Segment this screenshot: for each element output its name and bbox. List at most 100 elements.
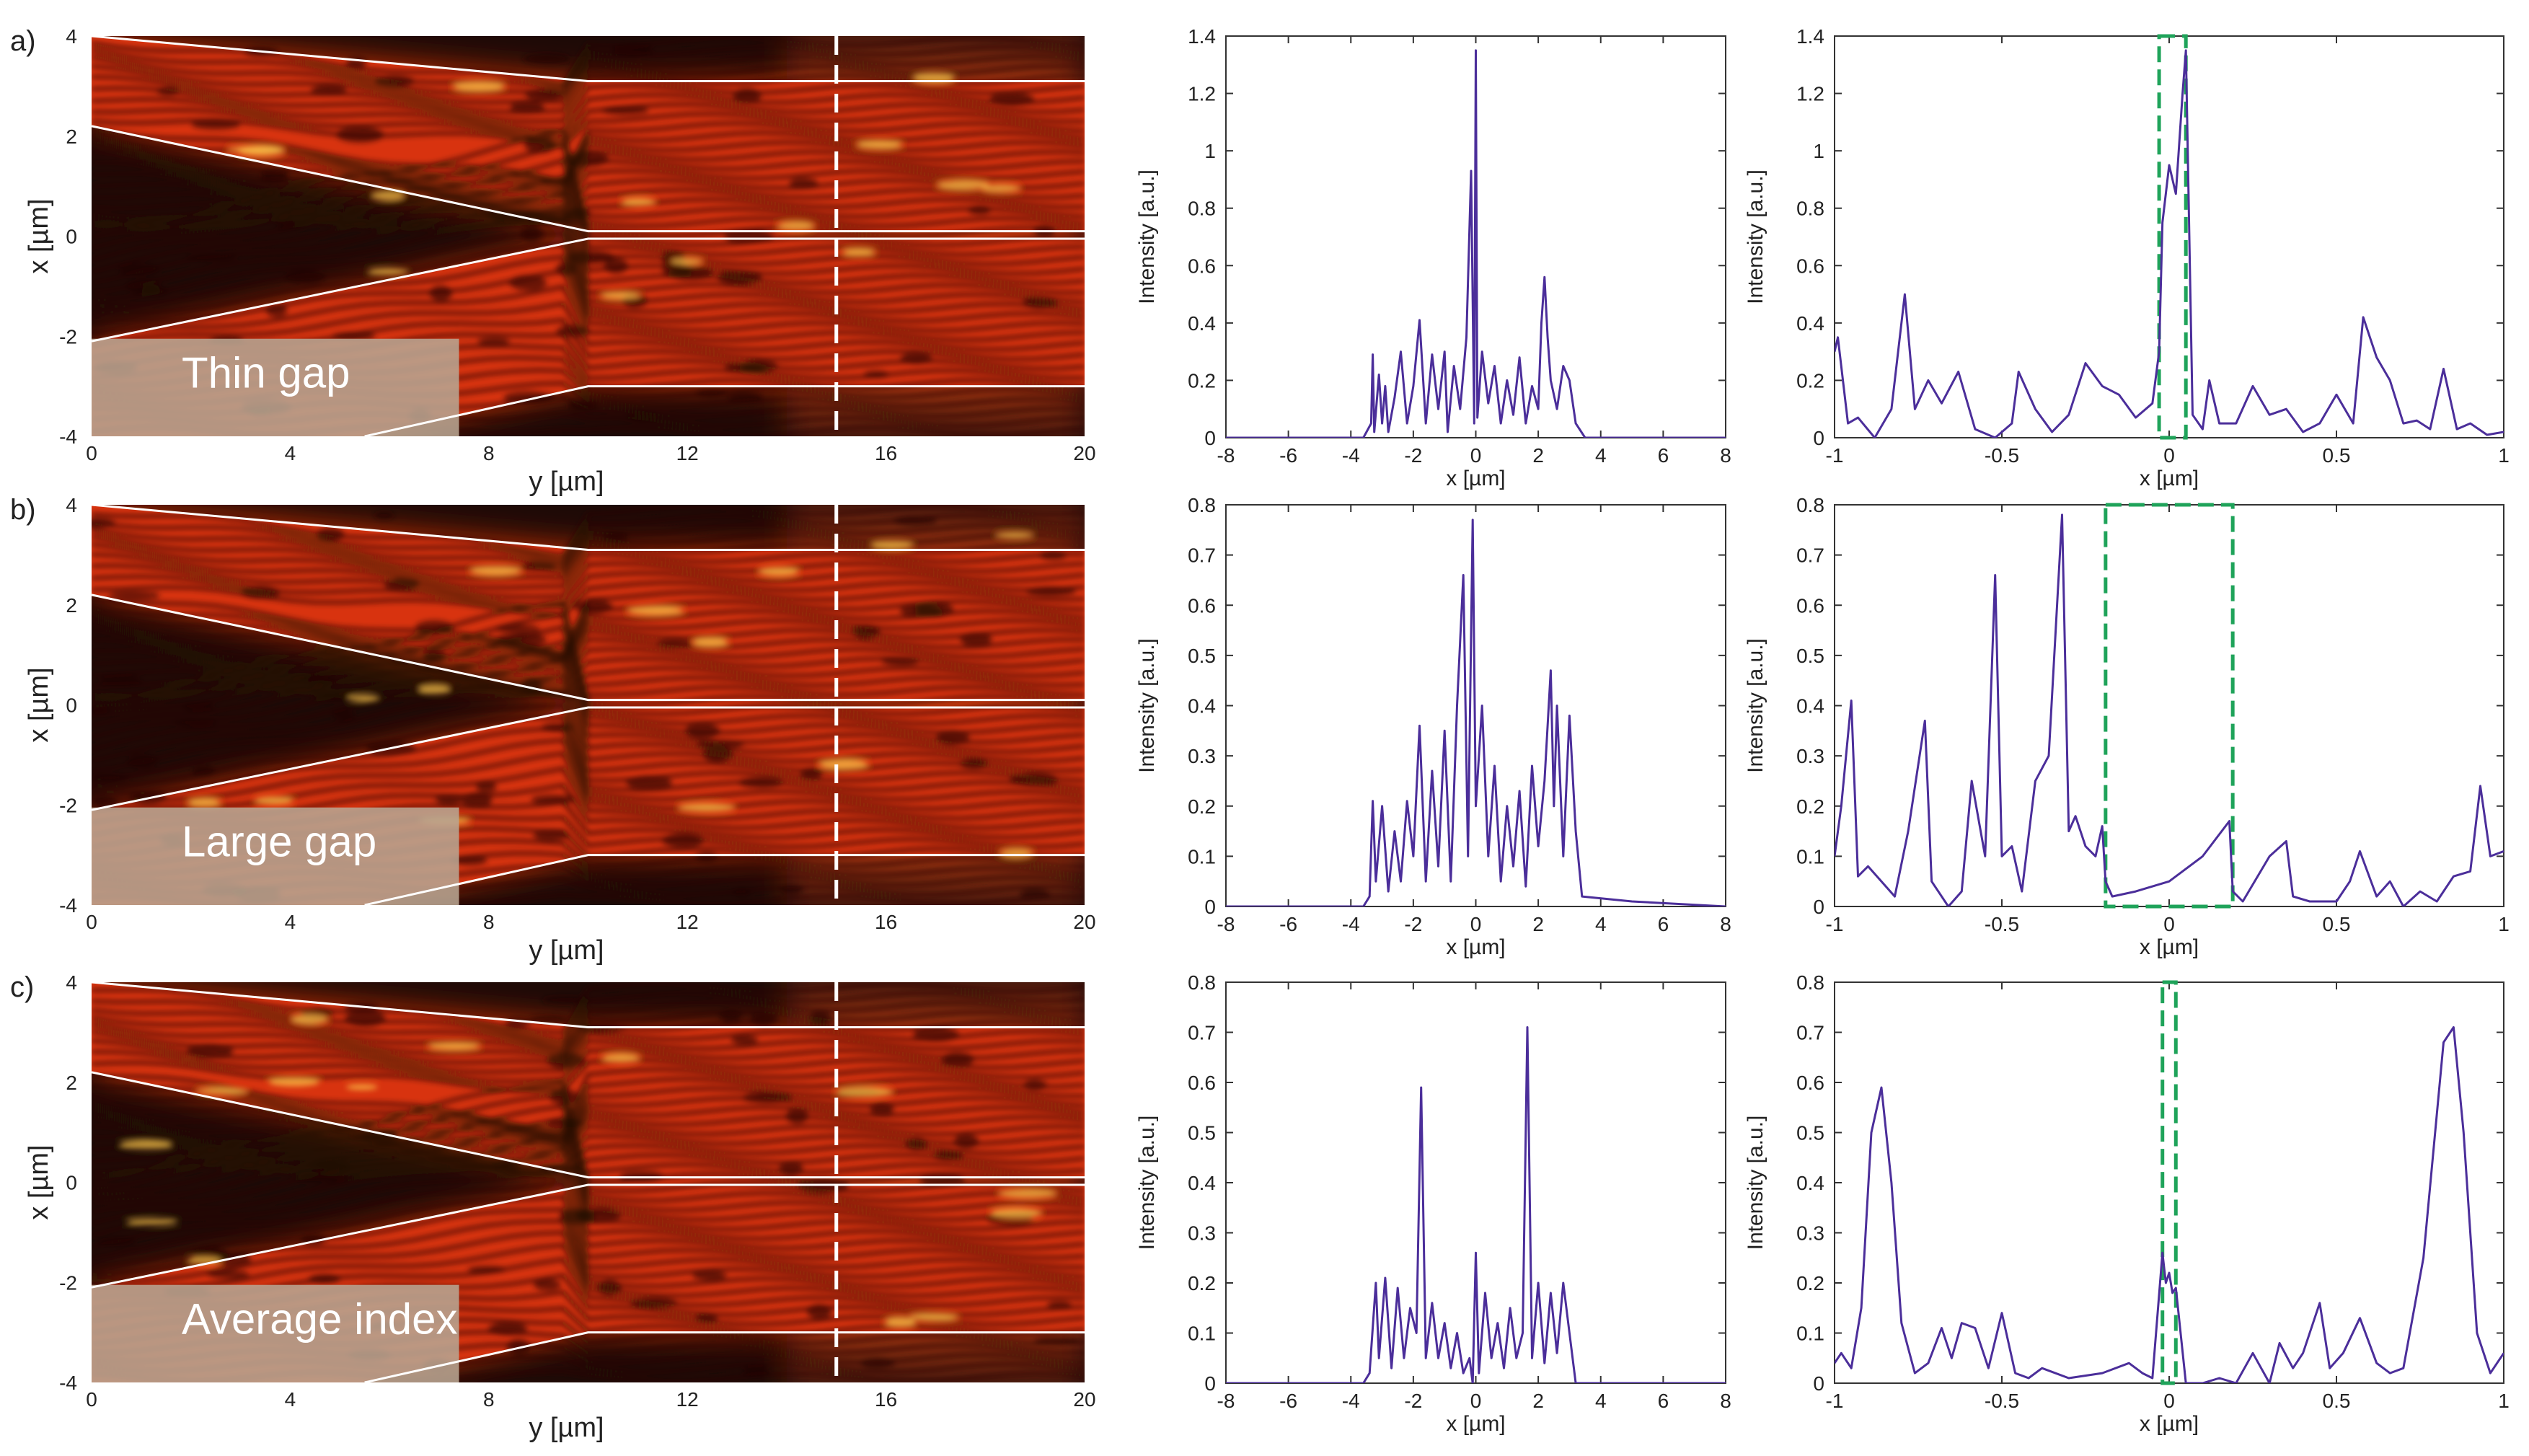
x-tick-label: 4 — [285, 442, 296, 464]
plot-frame — [1834, 504, 2504, 907]
y-tick-label: 0.3 — [1188, 745, 1216, 767]
x-tick-label: -6 — [1279, 444, 1297, 467]
y-tick-label: -4 — [59, 1372, 77, 1394]
x-tick-label: 2 — [1532, 1390, 1544, 1412]
x-tick-label: 4 — [285, 1388, 296, 1411]
waveguide-boundaries — [92, 36, 1085, 436]
x-tick-label: 0 — [2163, 913, 2175, 935]
y-tick-label: 0.1 — [1796, 845, 1824, 868]
zoom-window — [2157, 34, 2188, 440]
intensity-series-line — [1226, 49, 1726, 438]
y-tick-label: 0.5 — [1796, 1122, 1824, 1144]
y-tick-label: 0 — [1204, 896, 1216, 918]
y-tick-label: 0.3 — [1188, 1222, 1216, 1245]
x-tick-label: 2 — [1532, 444, 1544, 467]
y-tick-label: 0.4 — [1796, 695, 1824, 718]
y-tick-label: 2 — [66, 1072, 77, 1094]
x-tick-label: 12 — [676, 911, 699, 933]
y-tick-label: 1.4 — [1188, 25, 1216, 48]
x-tick-label: -6 — [1279, 1390, 1297, 1412]
map-label: Thin gap — [182, 348, 350, 397]
chart-1-full: -8 -6 -4 -2 0 2 4 6 8 0 0.2 0.4 0.6 0.8 1 1.2 1.4 x [µm] I… — [1135, 25, 1731, 490]
x-tick-label: 4 — [1595, 913, 1607, 935]
plot-frame — [1834, 981, 2504, 1384]
y-tick-label: 0.6 — [1796, 594, 1824, 617]
y-tick-label: 1.4 — [1796, 25, 1824, 48]
map-label: Large gap — [182, 817, 376, 865]
y-tick-label: 0.3 — [1796, 1222, 1824, 1245]
y-tick-label: 0.4 — [1188, 312, 1216, 335]
x-tick-label: -0.5 — [1985, 444, 2019, 467]
x-axis-label: y [µm] — [529, 1413, 604, 1443]
y-tick-label: 0 — [1813, 1372, 1824, 1395]
x-tick-label: -1 — [1826, 1390, 1844, 1412]
y-tick-label: 4 — [66, 25, 77, 48]
y-tick-label: 2 — [66, 594, 77, 617]
x-tick-label: 16 — [875, 911, 897, 933]
y-tick-label: 1 — [1813, 140, 1824, 162]
y-tick-label: 0.3 — [1796, 745, 1824, 767]
y-tick-label: -4 — [59, 894, 77, 917]
x-axis-label: x [µm] — [2140, 1412, 2199, 1436]
y-tick-label: 0.4 — [1188, 695, 1216, 718]
y-tick-label: 4 — [66, 971, 77, 994]
y-tick-label: 0.6 — [1188, 1072, 1216, 1094]
intensity-series-line — [1835, 49, 2504, 438]
zoom-window — [2161, 980, 2178, 1385]
intensity-series-line — [1835, 1026, 2504, 1383]
x-tick-label: 16 — [875, 1388, 897, 1411]
x-tick-label: 8 — [1720, 444, 1731, 467]
y-tick-label: 0.6 — [1188, 255, 1216, 277]
x-axis-label: x [µm] — [1446, 1412, 1505, 1436]
y-tick-label: 0.2 — [1188, 795, 1216, 818]
y-tick-label: 0.8 — [1796, 494, 1824, 516]
y-tick-label: 0 — [1204, 427, 1216, 449]
plot-frame — [1834, 35, 2504, 438]
x-tick-label: 8 — [1720, 913, 1731, 935]
y-tick-label: 0.7 — [1796, 1022, 1824, 1044]
chart-1-zoom: -1 -0.5 0 0.5 1 0 0.2 0.4 0.6 0.8 1 1.2 1.4 x [µm] Int… — [1744, 25, 2510, 490]
plot-frame — [1225, 504, 1726, 907]
y-axis-label: x [µm] — [24, 1144, 54, 1219]
x-tick-label: 4 — [285, 911, 296, 933]
x-tick-label: -4 — [1342, 444, 1360, 467]
y-tick-label: 0.8 — [1188, 971, 1216, 994]
x-tick-label: -0.5 — [1985, 1390, 2019, 1412]
x-tick-label: 0 — [86, 442, 97, 464]
y-tick-label: 0.1 — [1188, 845, 1216, 868]
x-axis-label: y [µm] — [529, 467, 604, 497]
x-axis-label: x [µm] — [1446, 935, 1505, 959]
x-tick-label: 8 — [483, 911, 495, 933]
y-tick-label: 0.4 — [1796, 1172, 1824, 1194]
x-tick-label: 8 — [483, 1388, 495, 1411]
intensity-series-line — [1226, 1026, 1726, 1383]
y-tick-label: 0 — [1204, 1372, 1216, 1395]
x-tick-label: 0 — [2163, 444, 2175, 467]
x-tick-label: 16 — [875, 442, 897, 464]
x-tick-label: -4 — [1342, 1390, 1360, 1412]
gap-region — [92, 807, 459, 905]
y-tick-label: 0.1 — [1188, 1323, 1216, 1345]
x-axis-label: y [µm] — [529, 935, 604, 966]
x-tick-label: 0.5 — [2323, 1390, 2351, 1412]
y-axis-label: Intensity [a.u.] — [1135, 638, 1159, 773]
y-axis-label: x [µm] — [24, 198, 54, 273]
y-tick-label: 0.6 — [1796, 1072, 1824, 1094]
y-axis-label: Intensity [a.u.] — [1744, 638, 1767, 773]
chart-3-zoom: -1 -0.5 0 0.5 1 0 0.1 0.2 0.3 0.4 0.5 0.6 0.7 0.8 x [µ… — [1744, 971, 2510, 1436]
x-tick-label: -8 — [1217, 913, 1235, 935]
y-tick-label: 0.6 — [1188, 594, 1216, 617]
y-tick-label: 1.2 — [1796, 83, 1824, 105]
x-tick-label: -2 — [1404, 444, 1422, 467]
x-tick-label: 0.5 — [2323, 913, 2351, 935]
y-tick-label: 0.7 — [1796, 544, 1824, 567]
y-tick-label: 2 — [66, 125, 77, 148]
y-tick-label: 0.8 — [1188, 198, 1216, 220]
panel-letter: a) — [10, 25, 36, 57]
x-tick-label: 2 — [1532, 913, 1544, 935]
x-tick-label: 4 — [1595, 1390, 1607, 1412]
y-tick-label: 0.2 — [1188, 1272, 1216, 1294]
y-axis-label: Intensity [a.u.] — [1744, 1116, 1767, 1250]
